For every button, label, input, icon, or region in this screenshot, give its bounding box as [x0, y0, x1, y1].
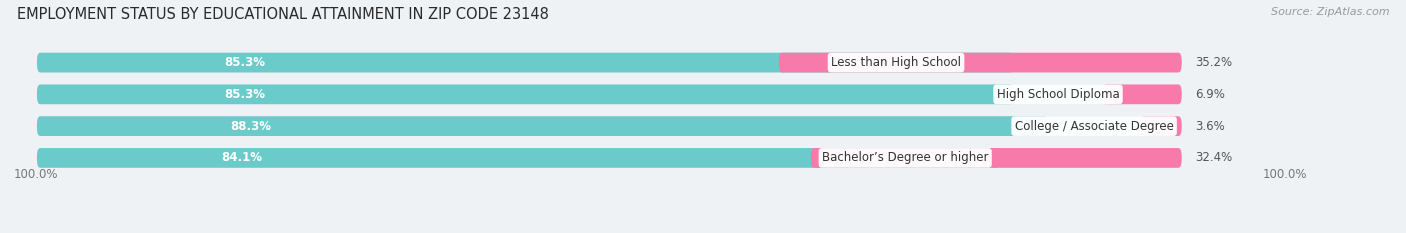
Text: Source: ZipAtlas.com: Source: ZipAtlas.com — [1271, 7, 1389, 17]
FancyBboxPatch shape — [1140, 116, 1181, 136]
Text: EMPLOYMENT STATUS BY EDUCATIONAL ATTAINMENT IN ZIP CODE 23148: EMPLOYMENT STATUS BY EDUCATIONAL ATTAINM… — [17, 7, 548, 22]
FancyBboxPatch shape — [37, 53, 1014, 72]
Text: 100.0%: 100.0% — [1263, 168, 1308, 181]
Text: 32.4%: 32.4% — [1195, 151, 1233, 164]
Text: 3.6%: 3.6% — [1195, 120, 1225, 133]
FancyBboxPatch shape — [779, 53, 1181, 72]
Text: 35.2%: 35.2% — [1195, 56, 1233, 69]
FancyBboxPatch shape — [1102, 85, 1181, 104]
FancyBboxPatch shape — [811, 148, 1181, 168]
FancyBboxPatch shape — [37, 116, 1047, 136]
Text: 6.9%: 6.9% — [1195, 88, 1225, 101]
Text: High School Diploma: High School Diploma — [997, 88, 1119, 101]
Text: 85.3%: 85.3% — [224, 56, 266, 69]
FancyBboxPatch shape — [37, 85, 1181, 104]
Text: College / Associate Degree: College / Associate Degree — [1015, 120, 1174, 133]
Text: Less than High School: Less than High School — [831, 56, 962, 69]
Text: 88.3%: 88.3% — [231, 120, 271, 133]
FancyBboxPatch shape — [37, 148, 1000, 168]
FancyBboxPatch shape — [37, 53, 1181, 72]
FancyBboxPatch shape — [37, 116, 1181, 136]
FancyBboxPatch shape — [37, 85, 1014, 104]
Text: 100.0%: 100.0% — [14, 168, 59, 181]
Text: 85.3%: 85.3% — [224, 88, 266, 101]
FancyBboxPatch shape — [37, 148, 1181, 168]
Text: Bachelor’s Degree or higher: Bachelor’s Degree or higher — [823, 151, 988, 164]
Text: 84.1%: 84.1% — [222, 151, 263, 164]
